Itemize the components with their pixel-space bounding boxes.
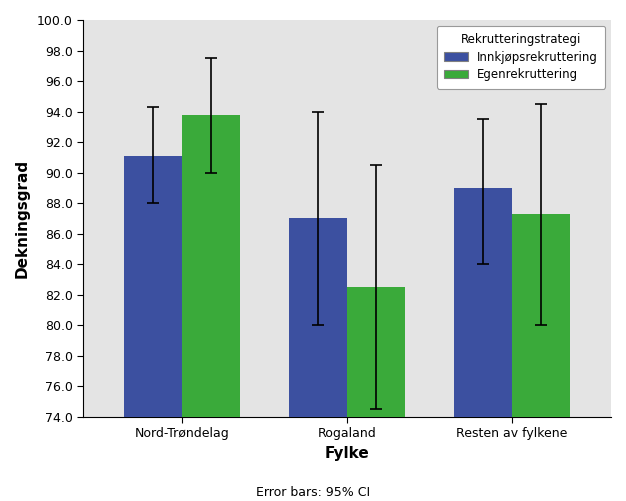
Legend: Innkjøpsrekruttering, Egenrekruttering: Innkjøpsrekruttering, Egenrekruttering bbox=[437, 26, 605, 89]
Bar bbox=[347, 287, 405, 417]
Text: Error bars: 95% CI: Error bars: 95% CI bbox=[256, 486, 370, 499]
Bar bbox=[512, 214, 570, 417]
Bar bbox=[289, 218, 347, 417]
X-axis label: Fylke: Fylke bbox=[325, 446, 369, 461]
Y-axis label: Dekningsgrad: Dekningsgrad bbox=[15, 159, 30, 278]
Bar bbox=[125, 156, 182, 417]
Bar bbox=[182, 115, 240, 417]
Bar bbox=[454, 188, 512, 417]
